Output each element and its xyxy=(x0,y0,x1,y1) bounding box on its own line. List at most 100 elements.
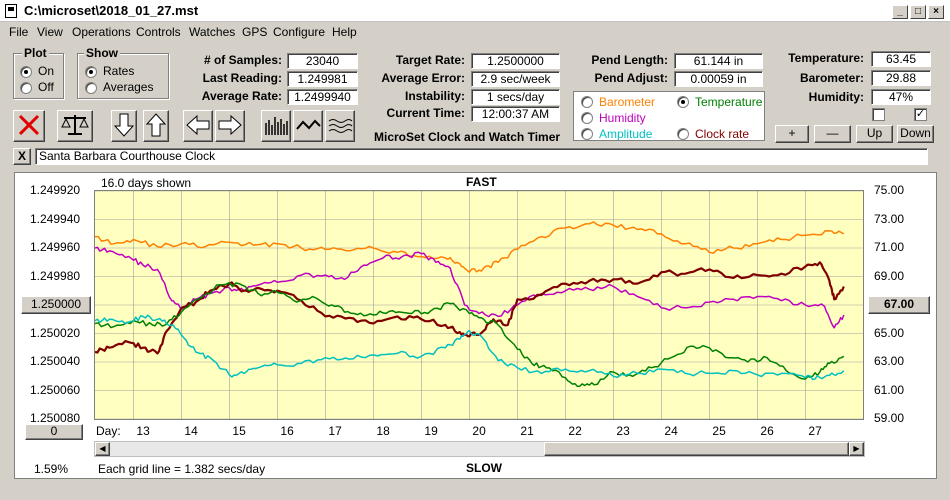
center-value-button[interactable]: 67.00 xyxy=(868,296,930,314)
close-icon[interactable]: × xyxy=(928,5,944,19)
left-arrow-button[interactable] xyxy=(183,110,213,142)
up-button[interactable]: Up xyxy=(856,125,893,143)
y-right-tick-label: 71.00 xyxy=(874,240,905,254)
barometer-radio[interactable] xyxy=(581,96,593,108)
x-tick-label: 20 xyxy=(472,424,486,438)
plot-group-title: Plot xyxy=(22,46,49,60)
minimize-icon[interactable]: _ xyxy=(892,5,908,19)
menu-operations[interactable]: Operations xyxy=(72,25,131,39)
window-title: C:\microset\2018_01_27.mst xyxy=(24,3,199,18)
percent-label: 1.59% xyxy=(34,462,69,476)
balance-button[interactable] xyxy=(57,110,93,142)
scroll-left-icon[interactable]: ◀ xyxy=(95,442,110,456)
y-right-tick-label: 65.00 xyxy=(874,325,905,340)
x-tick-label: 26 xyxy=(760,424,774,438)
show-averages-label: Averages xyxy=(103,80,154,94)
up-arrow-button[interactable] xyxy=(143,110,169,142)
x-tick-label: 19 xyxy=(424,424,438,438)
pend-length-label: Pend Length: xyxy=(591,53,668,67)
title-bar: C:\microset\2018_01_27.mst _ □ × xyxy=(0,0,950,22)
temperature-option: Temperature xyxy=(695,95,763,109)
arrow-down-icon xyxy=(113,113,135,137)
down-arrow-button[interactable] xyxy=(111,110,137,142)
option-checkbox-1[interactable] xyxy=(872,108,885,121)
current-time-field: 12:00:37 AM xyxy=(471,106,560,122)
menu-help[interactable]: Help xyxy=(332,25,357,39)
plot-off-radio[interactable] xyxy=(20,82,32,94)
x-tick-label: 23 xyxy=(616,424,630,438)
instability-label: Instability: xyxy=(404,89,465,103)
stop-button[interactable] xyxy=(13,110,45,142)
menu-watches[interactable]: Watches xyxy=(189,25,236,39)
zero-button[interactable]: 0 xyxy=(25,424,83,440)
target-rate-field[interactable]: 1.2500000 xyxy=(471,53,560,69)
plot-on-label: On xyxy=(38,64,55,78)
x-tick-label: 24 xyxy=(664,424,678,438)
average-rate-label: Average Rate: xyxy=(201,89,282,103)
app-icon xyxy=(5,4,17,18)
plus-button[interactable]: + xyxy=(775,125,809,143)
last-reading-label: Last Reading: xyxy=(202,71,282,85)
clock-rate-radio[interactable] xyxy=(677,128,689,140)
amplitude-radio[interactable] xyxy=(581,128,593,140)
bars-icon xyxy=(265,117,288,135)
x-tick-label: 15 xyxy=(232,424,246,438)
plot-area xyxy=(94,190,864,420)
y-right-tick-label: 61.00 xyxy=(874,382,905,397)
waves-view-button[interactable] xyxy=(325,110,355,142)
temperature-radio[interactable] xyxy=(677,96,689,108)
humidity-label: Humidity: xyxy=(808,90,864,104)
series-line-amplitude xyxy=(95,314,845,381)
x-tick-label: 25 xyxy=(712,424,726,438)
slow-label: SLOW xyxy=(466,461,502,475)
clear-name-button[interactable]: X xyxy=(13,148,31,165)
x-tick-label: 21 xyxy=(520,424,534,438)
menu-file[interactable]: File xyxy=(9,25,29,39)
y-left-tick-label: 1.250040 xyxy=(30,354,81,368)
option-checkbox-2[interactable]: ✓ xyxy=(914,108,927,121)
x-tick-label: 18 xyxy=(376,424,390,438)
horizontal-scrollbar[interactable]: ◀ ▶ xyxy=(94,441,865,457)
show-averages-radio[interactable] xyxy=(85,82,97,94)
center-rate-button[interactable]: 1.250000 xyxy=(21,296,91,314)
current-time-label: Current Time: xyxy=(386,106,465,120)
down-button[interactable]: Down xyxy=(897,125,934,143)
last-reading-field: 1.249981 xyxy=(287,71,358,87)
bar-view-button[interactable] xyxy=(261,110,291,142)
plot-on-radio[interactable] xyxy=(20,66,32,78)
menu-view[interactable]: View xyxy=(37,25,63,39)
menu-bar: File View Operations Controls Watches GP… xyxy=(0,22,950,42)
multi-wave-icon xyxy=(328,119,353,133)
y-right-tick-label: 69.00 xyxy=(874,268,905,283)
pend-length-field: 61.144 in xyxy=(674,53,763,69)
scroll-right-icon[interactable]: ▶ xyxy=(849,442,864,456)
pend-adjust-label: Pend Adjust: xyxy=(594,71,668,85)
x-tick-label: 22 xyxy=(568,424,582,438)
pend-adjust-field: 0.00059 in xyxy=(674,71,763,87)
average-error-label: Average Error: xyxy=(381,71,465,85)
y-right-tick-label: 73.00 xyxy=(874,211,905,226)
line-view-button[interactable] xyxy=(293,110,323,142)
plot-svg xyxy=(95,191,863,419)
right-arrow-button[interactable] xyxy=(215,110,245,142)
menu-configure[interactable]: Configure xyxy=(273,25,326,39)
series-line-barometer xyxy=(95,221,845,273)
humidity-radio[interactable] xyxy=(581,112,593,124)
temperature-label: Temperature: xyxy=(788,51,864,65)
wave-icon xyxy=(296,119,321,130)
show-rates-radio[interactable] xyxy=(85,66,97,78)
clock-name-input[interactable]: Santa Barbara Courthouse Clock xyxy=(35,148,928,165)
barometer-field: 29.88 xyxy=(871,70,931,86)
x-axis-label: Day: xyxy=(96,424,121,438)
series-line-temperature xyxy=(95,281,845,388)
scroll-thumb[interactable] xyxy=(544,442,849,456)
arrow-right-icon xyxy=(218,114,242,136)
y-left-tick-label: 1.250060 xyxy=(30,382,81,397)
minus-button[interactable]: — xyxy=(814,125,851,143)
menu-controls[interactable]: Controls xyxy=(136,25,181,39)
menu-gps[interactable]: GPS xyxy=(242,25,268,39)
x-tick-label: 27 xyxy=(808,424,822,438)
samples-field: 23040 xyxy=(287,53,358,69)
maximize-icon[interactable]: □ xyxy=(910,5,926,19)
barometer-label: Barometer: xyxy=(799,71,864,85)
